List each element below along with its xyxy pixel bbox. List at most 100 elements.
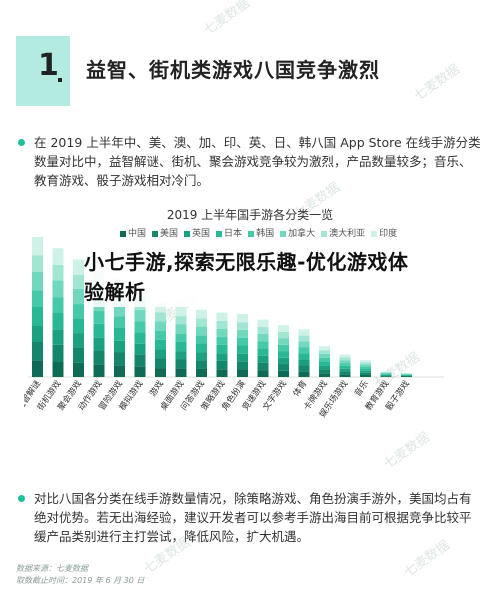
- bar-segment: [298, 335, 310, 342]
- bar-segment: [360, 368, 371, 371]
- bar-segment: [216, 369, 228, 377]
- bar-segment: [73, 274, 84, 289]
- bar-segment: [380, 374, 392, 376]
- bar-segment: [319, 361, 330, 366]
- bar-segment: [134, 366, 146, 377]
- bar-segment: [360, 366, 371, 369]
- legend-item: 英国: [184, 226, 210, 239]
- bar-segment: [339, 360, 351, 364]
- legend-swatch: [321, 230, 328, 237]
- bar-segment: [32, 307, 43, 326]
- intro-paragraph: 在 2019 上半年中、美、澳、加、印、英、日、韩八国 App Store 在线…: [34, 135, 481, 188]
- bar-segment: [401, 372, 412, 374]
- bar-segment: [339, 357, 351, 361]
- legend-label: 日本: [224, 229, 243, 239]
- legend-label: 澳大利亚: [329, 229, 366, 239]
- bar-segment: [155, 358, 166, 369]
- legend-item: 加拿大: [280, 226, 315, 239]
- bar-segment: [319, 350, 330, 354]
- bar-segment: [298, 371, 310, 377]
- section-number-dot: [58, 78, 62, 82]
- legend-item: 印度: [371, 226, 397, 239]
- bar-segment: [155, 339, 166, 350]
- section-number: 1: [38, 48, 59, 83]
- bar-segment: [278, 370, 289, 377]
- bar-segment: [52, 264, 64, 281]
- bar-segment: [175, 307, 187, 317]
- bar-segment: [134, 332, 146, 344]
- bar-segment: [196, 335, 207, 344]
- bar-segment: [93, 350, 105, 365]
- bar-segment: [73, 304, 84, 319]
- bar-segment: [257, 355, 269, 363]
- bar-segment: [73, 318, 84, 334]
- legend-item: 韩国: [248, 226, 274, 239]
- bar-segment: [237, 314, 248, 323]
- legend-item: 中国: [120, 226, 146, 239]
- bar-segment: [114, 352, 125, 366]
- bar-segment: [155, 312, 166, 322]
- legend-swatch: [184, 230, 191, 237]
- bar-segment: [237, 353, 248, 362]
- bar-segment: [401, 375, 412, 376]
- bar-segment: [278, 338, 289, 345]
- bar-segment: [216, 320, 228, 329]
- legend-swatch: [120, 230, 126, 237]
- watermark: 七麦数据: [201, 0, 253, 39]
- bar-segment: [401, 374, 412, 376]
- bar-segment: [401, 373, 412, 374]
- section-header: 1 益智、街机类游戏八国竞争激烈: [0, 36, 500, 106]
- chart-title: 2019 上半年国手游各分类一览: [166, 208, 334, 222]
- bar-segment: [339, 374, 351, 377]
- bar-segment: [114, 303, 125, 317]
- bar-segment: [155, 368, 166, 377]
- bar-segment: [73, 288, 84, 305]
- bar-segment: [319, 373, 330, 377]
- bar-segment: [175, 324, 187, 334]
- bar-segment: [339, 363, 351, 366]
- bullet-icon: [18, 495, 25, 502]
- bar-segment: [401, 374, 412, 375]
- bar-segment: [339, 365, 351, 369]
- bar-segment: [257, 370, 269, 377]
- bar-segment: [134, 321, 146, 333]
- bar-segment: [52, 312, 64, 330]
- bar-segment: [32, 272, 43, 291]
- legend-label: 韩国: [256, 229, 275, 239]
- bar-segment: [298, 329, 310, 336]
- bar-segment: [52, 344, 64, 362]
- bar-segment: [196, 343, 207, 353]
- bar-segment: [360, 360, 371, 363]
- data-date: 取数截止时间：2019 年 6 月 30 日: [16, 576, 145, 585]
- bar-segment: [134, 309, 146, 322]
- bar-segment: [114, 340, 125, 353]
- bar-segment: [339, 368, 351, 372]
- bar-segment: [257, 327, 269, 334]
- bar-segment: [73, 347, 84, 363]
- legend-item: 美国: [152, 226, 178, 239]
- bar-segment: [114, 328, 125, 341]
- bar-segment: [155, 349, 166, 359]
- bar-segment: [216, 360, 228, 370]
- bar-segment: [360, 372, 371, 375]
- bar-segment: [175, 316, 187, 325]
- bar-segment: [52, 329, 64, 345]
- bar-segment: [52, 361, 64, 377]
- bar-segment: [237, 322, 248, 330]
- bar-segment: [73, 259, 84, 275]
- category-label: 音乐: [352, 378, 371, 399]
- legend-swatch: [371, 230, 378, 237]
- bar-segment: [175, 333, 187, 342]
- bar-segment: [257, 362, 269, 371]
- bar-segment: [32, 237, 43, 256]
- bar-segment: [93, 311, 105, 324]
- section-number-block: [16, 36, 70, 106]
- bar-segment: [319, 346, 330, 351]
- bar-segment: [196, 352, 207, 361]
- bar-segment: [155, 321, 166, 331]
- data-source: 数据来源：七麦数据: [16, 564, 88, 573]
- bar-segment: [216, 328, 228, 338]
- chart-legend: 中国 美国 英国 日本 韩国 加拿大 澳大利亚 印度: [120, 226, 397, 239]
- legend-swatch: [248, 230, 255, 237]
- bar-segment: [32, 325, 43, 342]
